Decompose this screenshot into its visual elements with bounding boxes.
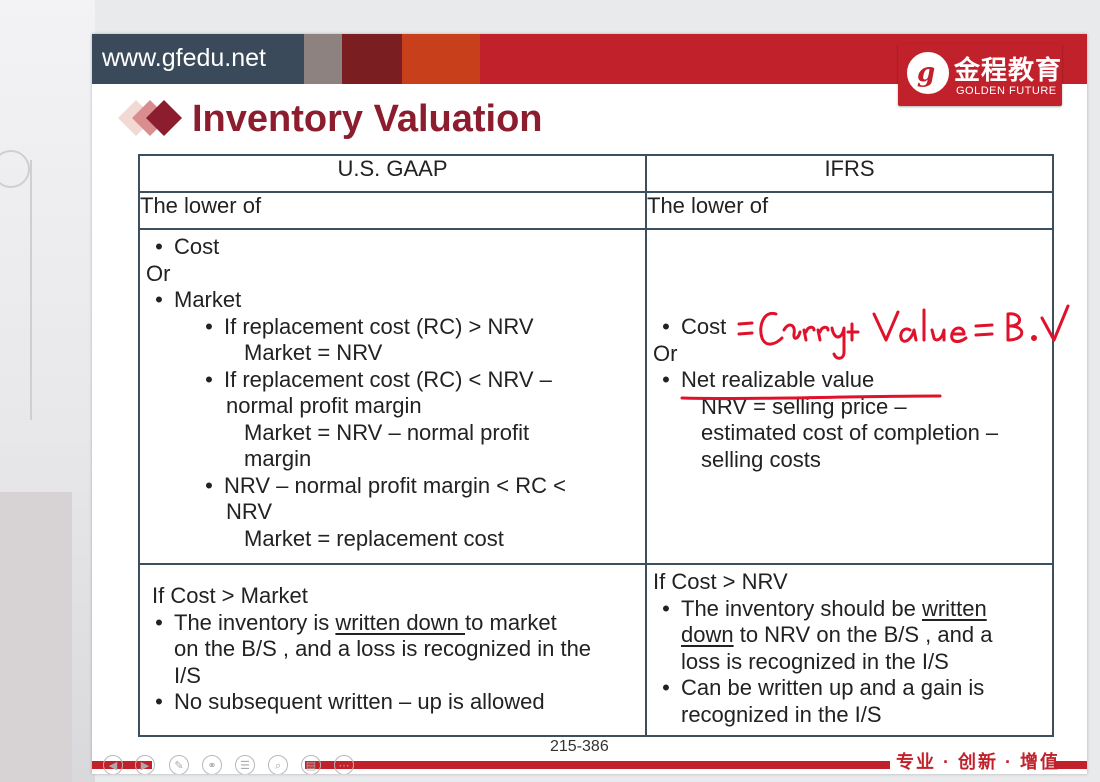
- gaap-case2-result-cont: margin: [244, 446, 312, 471]
- ifrs-cost: Cost: [681, 314, 727, 339]
- table-row-writedown: If Cost > Market • The inventory is writt…: [138, 563, 1054, 737]
- prev-icon[interactable]: ◀: [103, 755, 123, 774]
- presentation-slide: www.gfedu.net g 金程教育 GOLDEN FUTURE Inven…: [92, 34, 1087, 774]
- site-url: www.gfedu.net: [102, 44, 266, 72]
- gaap-p1-text: The inventory is: [174, 609, 336, 635]
- gaap-case3-result: Market = replacement cost: [244, 525, 504, 551]
- gaap-condition: If Cost > Market: [152, 583, 308, 608]
- gaap-case1-result: Market = NRV: [244, 340, 383, 365]
- ifrs-p1-text: The inventory should be: [681, 595, 922, 621]
- logo-chinese-name: 金程教育: [954, 55, 1063, 85]
- zoom-icon[interactable]: ⌕: [268, 755, 288, 774]
- footer-red-bar: [305, 761, 890, 769]
- gaap-case2-result: Market = NRV – normal profit: [244, 419, 530, 445]
- header-us-gaap: U.S. GAAP: [138, 154, 647, 193]
- footer-slogan: 专业 · 创新 · 增值: [896, 752, 1060, 772]
- ifrs-p1-after: to NRV on the B/S , and a: [733, 622, 993, 647]
- ifrs-or: Or: [653, 340, 678, 366]
- gaap-p1-end: I/S: [174, 662, 201, 688]
- page-number: 215-386: [550, 738, 609, 755]
- slides-icon[interactable]: ▤: [301, 755, 321, 774]
- ifrs-p1-end: loss is recognized in the I/S: [681, 648, 949, 674]
- gaap-p1-cont: on the B/S , and a loss is recognized in…: [174, 636, 592, 661]
- slide-title: Inventory Valuation: [192, 98, 543, 140]
- ifrs-lower-of: The lower of: [645, 191, 1054, 230]
- tower-silhouette: [0, 160, 32, 420]
- gaap-market: Market: [174, 287, 242, 312]
- header-ifrs: IFRS: [645, 154, 1054, 193]
- logo-english-name: GOLDEN FUTURE: [956, 85, 1057, 97]
- pen-icon[interactable]: ✎: [169, 755, 189, 774]
- gaap-definition-cell: • Cost Or • Market • If replacement cost (R…: [138, 228, 647, 565]
- ifrs-writeup-cont: recognized in the I/S: [681, 701, 882, 727]
- gaap-case1: If replacement cost (RC) > NRV: [224, 313, 534, 339]
- more-icon[interactable]: ⋯: [334, 755, 354, 774]
- gaap-p1-after: to market: [465, 609, 557, 635]
- brand-logo: g 金程教育 GOLDEN FUTURE: [898, 44, 1062, 106]
- gaap-or: Or: [146, 260, 171, 286]
- gaap-case3-cont: NRV: [226, 499, 273, 524]
- gaap-case3: NRV – normal profit margin < RC <: [224, 472, 566, 498]
- ifrs-nrv: Net realizable value: [681, 367, 875, 392]
- presenter-video-thumbnail: [0, 492, 72, 782]
- comparison-table: U.S. GAAP IFRS The lower of The lower of…: [138, 154, 1054, 737]
- next-icon[interactable]: ▶: [135, 755, 155, 774]
- tower-sphere: [0, 150, 30, 188]
- menu-icon[interactable]: ☰: [235, 755, 255, 774]
- ifrs-definition-cell: • Cost Or • Net realizable value NRV = sel…: [645, 228, 1054, 565]
- table-row-definition: • Cost Or • Market • If replacement cost (R…: [138, 228, 1054, 565]
- ifrs-writedown-cell: If Cost > NRV • The inventory should be w…: [645, 563, 1054, 737]
- title-diamonds-icon: [118, 100, 182, 136]
- ifrs-down: down: [681, 622, 734, 647]
- ifrs-nrv-formula-cont: estimated cost of completion –: [701, 420, 999, 445]
- link-icon[interactable]: ⚭: [202, 755, 222, 774]
- table-row-lower-of: The lower of The lower of: [138, 191, 1054, 230]
- ifrs-condition: If Cost > NRV: [653, 569, 788, 594]
- gaap-case2-cont: normal profit margin: [226, 393, 422, 418]
- ifrs-writeup: Can be written up and a gain is: [681, 675, 985, 700]
- logo-seal-icon: g: [905, 50, 951, 96]
- gaap-no-writeup: No subsequent written – up is allowed: [174, 689, 545, 714]
- ifrs-nrv-formula: NRV = selling price –: [701, 393, 907, 419]
- slide-top-bar: [92, 34, 1087, 84]
- gaap-lower-of: The lower of: [138, 191, 647, 230]
- ifrs-written: written: [921, 595, 987, 621]
- table-header-row: U.S. GAAP IFRS: [138, 154, 1054, 193]
- gaap-cost: Cost: [174, 234, 220, 259]
- gaap-writedown-cell: If Cost > Market • The inventory is writt…: [138, 563, 647, 737]
- ifrs-nrv-formula-end: selling costs: [701, 446, 821, 472]
- footer-red-bar-right: [1054, 761, 1087, 769]
- gaap-case2: If replacement cost (RC) < NRV –: [224, 366, 552, 392]
- gaap-written-down: written down: [335, 609, 466, 635]
